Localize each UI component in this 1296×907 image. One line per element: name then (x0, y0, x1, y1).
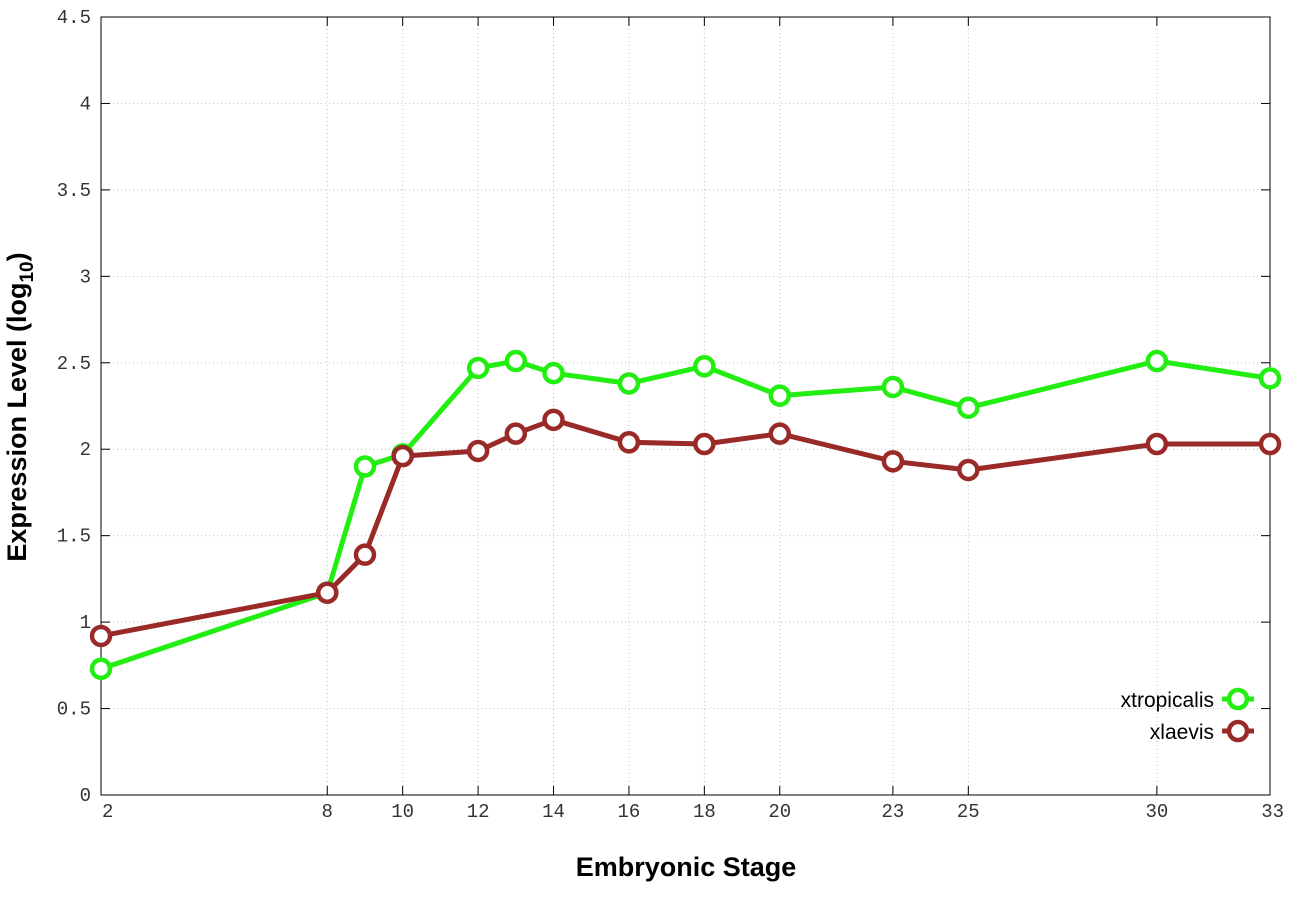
series-xtropicalis (89, 349, 1282, 681)
data-point (391, 444, 414, 468)
data-point (881, 375, 905, 399)
y-axis-title-main: Expression Level (log (2, 283, 32, 562)
series-xlaevis (89, 408, 1282, 648)
series-line (100, 417, 1270, 639)
y-tick-label: 1.5 (57, 526, 91, 548)
x-tick-label: 18 (693, 801, 716, 823)
data-point (768, 384, 792, 407)
y-tick-label: 1 (80, 612, 91, 634)
x-tick-label: 2 (102, 801, 113, 823)
data-point (316, 581, 339, 604)
x-tick-label: 16 (618, 801, 641, 823)
y-tick-label: 3 (80, 266, 91, 288)
data-point (504, 349, 528, 373)
y-axis-title: Expression Level (log10) (2, 252, 38, 561)
data-point (957, 396, 980, 419)
data-point (1258, 367, 1282, 390)
legend-label: xtropicalis (1121, 689, 1214, 712)
data-point (466, 356, 490, 380)
data-point (957, 458, 980, 482)
y-tick-label: 0.5 (57, 699, 91, 721)
data-point (881, 450, 905, 473)
y-tick-label: 3.5 (57, 180, 91, 202)
plot-area-frame (100, 16, 1271, 796)
y-tick-label: 4.5 (57, 7, 91, 29)
x-tick-label: 33 (1261, 801, 1284, 823)
data-point (89, 657, 113, 681)
data-point (466, 439, 490, 463)
x-tick-label: 10 (391, 801, 414, 823)
data-point (1145, 349, 1169, 373)
data-point (353, 455, 377, 478)
data-point (617, 431, 641, 454)
data-point (542, 361, 565, 385)
data-point (89, 624, 113, 648)
data-point (542, 408, 565, 432)
series-group (89, 349, 1282, 681)
legend-marker (1226, 687, 1250, 711)
legend: xtropicalis xlaevis (1121, 687, 1254, 744)
y-axis-title-close: ) (2, 252, 32, 261)
x-axis-title: Embryonic Stage (576, 852, 797, 882)
data-point (693, 354, 716, 378)
legend-marker (1226, 719, 1250, 743)
y-tick-label: 4 (80, 93, 91, 115)
y-tick-label: 2 (80, 439, 91, 461)
y-tick-label: 0 (80, 785, 91, 807)
y-axis-title-subscript: 10 (17, 261, 38, 282)
y-tick-label: 2.5 (57, 353, 91, 375)
x-axis-tick-labels: 2 8 10 12 14 16 18 20 23 25 30 33 (102, 801, 1284, 823)
x-tick-label: 14 (542, 801, 565, 823)
data-point (353, 543, 377, 566)
x-tick-label: 8 (322, 801, 333, 823)
x-tick-label: 30 (1145, 801, 1168, 823)
x-tick-label: 23 (881, 801, 904, 823)
y-axis-tick-labels: 0 0.5 1 1.5 2 2.5 3 3.5 4 4.5 (57, 7, 91, 807)
x-tick-label: 12 (467, 801, 490, 823)
x-tick-label: 20 (768, 801, 791, 823)
legend-label: xlaevis (1150, 721, 1214, 744)
x-tick-label: 25 (957, 801, 980, 823)
data-point (768, 422, 792, 445)
data-point (617, 372, 641, 395)
data-point (1145, 432, 1169, 456)
data-point (693, 432, 716, 456)
data-point (504, 422, 528, 445)
data-point (1258, 432, 1282, 456)
